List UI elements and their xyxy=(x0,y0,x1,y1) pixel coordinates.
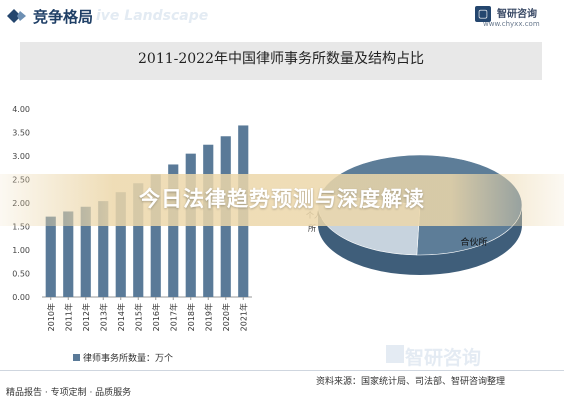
watermark-logo-icon xyxy=(386,345,404,363)
footer-source: 资料来源：国家统计局、司法部、智研咨询整理 xyxy=(316,377,506,387)
pie-slice-label: 所 xyxy=(308,223,316,233)
bar xyxy=(150,174,161,297)
y-tick-label: 3.00 xyxy=(12,152,30,161)
y-tick-label: 3.50 xyxy=(12,129,30,138)
x-tick-label: 2011年 xyxy=(63,303,73,331)
x-tick-label: 2010年 xyxy=(46,303,56,331)
overlay-banner xyxy=(0,174,564,226)
chart-title-panel xyxy=(20,42,542,80)
x-tick-label: 2015年 xyxy=(133,303,143,331)
y-tick-label: 4.00 xyxy=(12,105,30,114)
bar xyxy=(45,216,56,297)
bar xyxy=(115,192,126,297)
header-bar: 竞争格局 ive Landscape ▢ 智研咨询 www.chyxx.com xyxy=(0,0,564,32)
x-tick-label: 2014年 xyxy=(116,303,126,331)
section-title: 竞争格局 xyxy=(33,8,94,26)
brand-name: 智研咨询 xyxy=(497,9,537,20)
x-tick-label: 2017年 xyxy=(168,303,178,331)
legend-swatch xyxy=(73,354,80,361)
pie-slice-side xyxy=(318,205,522,275)
x-tick-label: 2021年 xyxy=(238,303,248,331)
bar xyxy=(63,211,74,297)
pie-slice-label: 合伙所 xyxy=(460,236,487,248)
brand-url: www.chyxx.com xyxy=(483,20,540,28)
x-tick-label: 2013年 xyxy=(98,303,108,331)
y-tick-label: 0.50 xyxy=(12,270,30,279)
x-tick-label: 2012年 xyxy=(81,303,91,331)
bar xyxy=(80,206,91,297)
y-tick-label: 0.00 xyxy=(12,293,30,302)
x-tick-label: 2019年 xyxy=(203,303,213,331)
x-tick-label: 2020年 xyxy=(221,303,231,331)
legend-label: 律师事务所数量：万个 xyxy=(83,354,174,364)
watermark-text: 智研咨询 xyxy=(405,347,482,369)
diamond-logo-icon xyxy=(7,9,26,23)
footer-divider xyxy=(0,370,564,371)
section-watermark: ive Landscape xyxy=(96,8,209,24)
y-tick-label: 1.00 xyxy=(12,246,30,255)
y-tick-label: 1.50 xyxy=(12,223,30,232)
bar xyxy=(98,201,109,297)
footer-tagline: 精品报告 · 专项定制 · 品质服务 xyxy=(6,388,132,398)
pie-side xyxy=(318,205,522,275)
chart-title: 2011-2022年中国律师事务所数量及结构占比 xyxy=(138,51,424,67)
bar xyxy=(168,164,179,297)
x-tick-label: 2018年 xyxy=(186,303,196,331)
bar xyxy=(133,183,144,297)
x-tick-label: 2016年 xyxy=(151,303,161,331)
brand-logo-icon: ▢ xyxy=(475,6,491,22)
banner-headline: 今日法律趋势预测与深度解读 xyxy=(139,187,425,211)
